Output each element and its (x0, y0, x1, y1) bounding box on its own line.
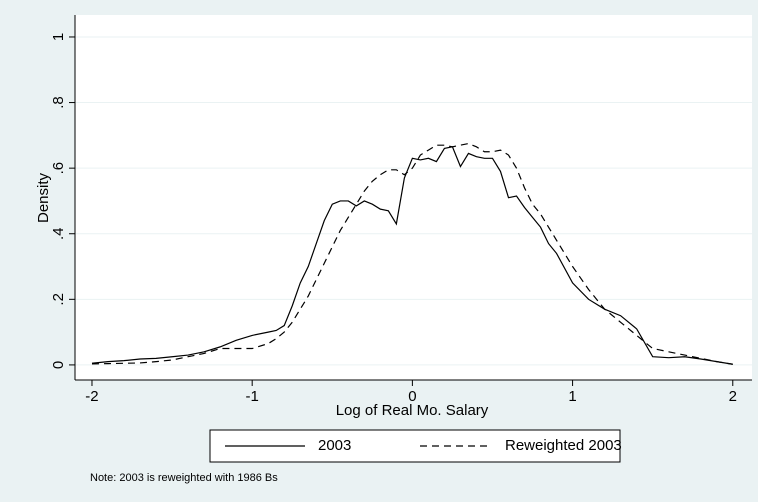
legend-label: 2003 (318, 437, 351, 454)
y-axis-label: Density (35, 172, 52, 223)
y-tick-label: 0 (50, 361, 67, 369)
x-axis-label: Log of Real Mo. Salary (336, 402, 489, 419)
x-tick-label: 2 (729, 388, 737, 405)
y-tick-label: 1 (50, 33, 67, 41)
note: Note: 2003 is reweighted with 1986 Bs (90, 472, 278, 484)
y-tick-label: .8 (50, 96, 67, 109)
x-tick-label: -2 (85, 388, 98, 405)
x-tick-label: 1 (568, 388, 576, 405)
y-tick-label: .4 (50, 227, 67, 240)
y-tick-label: .6 (50, 162, 67, 175)
data-line (91, 146, 733, 365)
legend-label: Reweighted 2003 (505, 437, 622, 454)
y-tick-label: .2 (50, 293, 67, 306)
plot-area (75, 15, 752, 380)
x-tick-label: -1 (246, 388, 259, 405)
x-tick-label: 0 (408, 388, 416, 405)
data-line (91, 142, 733, 365)
